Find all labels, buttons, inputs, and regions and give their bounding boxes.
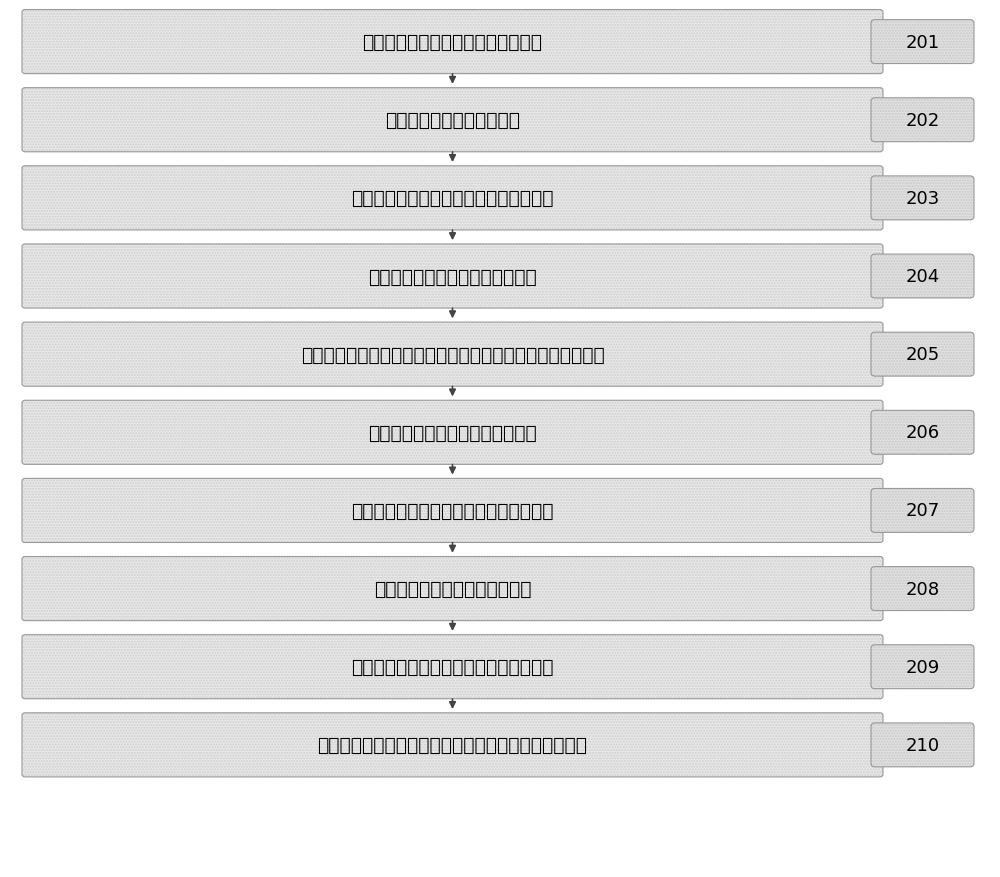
FancyBboxPatch shape — [871, 20, 974, 65]
FancyBboxPatch shape — [22, 479, 883, 543]
FancyBboxPatch shape — [871, 177, 974, 221]
Text: 204: 204 — [905, 267, 940, 286]
FancyBboxPatch shape — [871, 410, 974, 454]
Text: 数据模块接受反馈信息，按要求处理数据: 数据模块接受反馈信息，按要求处理数据 — [351, 658, 554, 676]
Text: 201: 201 — [905, 33, 940, 52]
Text: 205: 205 — [905, 346, 940, 364]
Text: 209: 209 — [905, 658, 940, 676]
FancyBboxPatch shape — [22, 713, 883, 777]
Text: 207: 207 — [905, 502, 940, 520]
Text: 数据模块和推荐模块定期离线学习训练，更新评分矩阵: 数据模块和推荐模块定期离线学习训练，更新评分矩阵 — [318, 736, 588, 754]
FancyBboxPatch shape — [22, 635, 883, 699]
Text: 208: 208 — [905, 580, 940, 598]
Text: 控制算法优化交通状态的配时方案: 控制算法优化交通状态的配时方案 — [368, 267, 537, 286]
Text: 状态评估单元分析当前交通状态，数学化处理，匹配至数据库: 状态评估单元分析当前交通状态，数学化处理，匹配至数据库 — [301, 346, 604, 364]
Text: 203: 203 — [905, 189, 940, 208]
FancyBboxPatch shape — [871, 645, 974, 689]
Text: 执行模块执行配时方案，并检测执行结果: 执行模块执行配时方案，并检测执行结果 — [351, 502, 554, 520]
FancyBboxPatch shape — [871, 332, 974, 377]
FancyBboxPatch shape — [22, 323, 883, 387]
FancyBboxPatch shape — [871, 489, 974, 533]
FancyBboxPatch shape — [871, 723, 974, 766]
Text: 202: 202 — [905, 111, 940, 130]
Text: 执行模块将结果反馈给数据模块: 执行模块将结果反馈给数据模块 — [374, 580, 531, 598]
Text: 给当前交通状态推荐最佳配时方案: 给当前交通状态推荐最佳配时方案 — [368, 424, 537, 442]
Text: 数据模块采集、存储、处理交通数据: 数据模块采集、存储、处理交通数据 — [362, 33, 542, 52]
FancyBboxPatch shape — [22, 557, 883, 621]
FancyBboxPatch shape — [22, 167, 883, 231]
FancyBboxPatch shape — [871, 254, 974, 298]
FancyBboxPatch shape — [22, 11, 883, 75]
Text: 206: 206 — [905, 424, 940, 442]
Text: 推荐模块预测交通状态对配时方案的评分: 推荐模块预测交通状态对配时方案的评分 — [351, 189, 554, 208]
FancyBboxPatch shape — [871, 567, 974, 610]
Text: 评估模块设定任务评定指标: 评估模块设定任务评定指标 — [385, 111, 520, 130]
FancyBboxPatch shape — [871, 98, 974, 142]
FancyBboxPatch shape — [22, 89, 883, 153]
FancyBboxPatch shape — [22, 245, 883, 309]
FancyBboxPatch shape — [22, 401, 883, 465]
Text: 210: 210 — [905, 736, 940, 754]
